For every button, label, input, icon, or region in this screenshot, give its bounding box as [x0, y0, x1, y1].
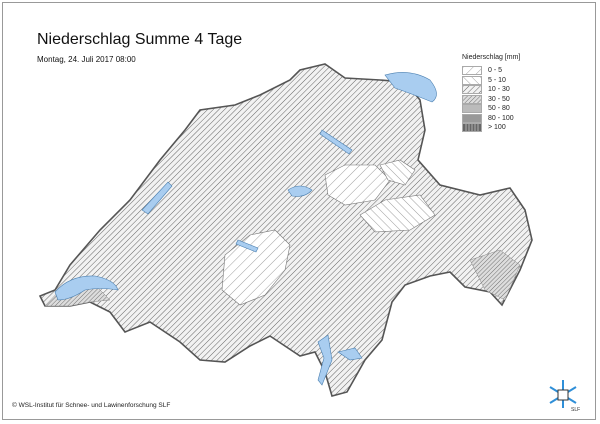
precip-area-5-10 [359, 194, 436, 233]
legend-label: 50 - 80 [488, 105, 510, 113]
legend-label: 80 - 100 [488, 114, 514, 122]
legend-label: 5 - 10 [488, 76, 506, 84]
legend-item: 10 - 30 [462, 85, 520, 95]
legend-swatch [462, 113, 482, 123]
country-outline [38, 63, 533, 397]
legend-swatch [462, 94, 482, 104]
lakes [54, 72, 437, 386]
legend-item: 5 - 10 [462, 75, 520, 86]
timestamp: Montag, 24. Juli 2017 08:00 [37, 55, 136, 64]
lake-thun [235, 239, 259, 253]
copyright: © WSL-Institut für Schnee- und Lawinenfo… [12, 402, 171, 409]
legend: Niederschlag [mm] 0 - 5 5 - 10 10 - 30 3… [462, 54, 520, 133]
lake-geneva [54, 275, 119, 301]
legend-item: 50 - 80 [462, 104, 520, 114]
legend-item: 30 - 50 [462, 94, 520, 105]
svg-text:SLF: SLF [571, 407, 580, 412]
legend-label: 0 - 5 [488, 67, 503, 75]
lake-constance [384, 72, 437, 103]
lake-zurich [319, 129, 353, 155]
lake-neuchatel [141, 181, 173, 215]
precip-area-0-5 [221, 229, 291, 306]
lake-maggiore [317, 334, 333, 386]
legend-label: 10 - 30 [488, 86, 510, 94]
legend-swatch [462, 123, 482, 133]
lake-lucerne [287, 185, 313, 197]
legend-swatch [462, 75, 482, 85]
legend-swatch [462, 85, 482, 95]
legend-swatch [462, 104, 482, 114]
precip-area-0-5 [324, 164, 391, 206]
legend-item: 80 - 100 [462, 113, 520, 124]
switzerland-region [38, 63, 533, 397]
legend-label: 30 - 50 [488, 95, 510, 103]
page-title: Niederschlag Summe 4 Tage [37, 31, 243, 48]
legend-item: > 100 [462, 123, 520, 133]
lake-lugano [337, 347, 363, 361]
slf-snowflake-logo: SLF [549, 380, 580, 412]
legend-title: Niederschlag [mm] [462, 54, 521, 61]
legend-item: 0 - 5 [462, 66, 520, 76]
precip-area-5-10 [379, 159, 416, 186]
legend-swatch [462, 66, 482, 76]
precip-area-30-50 [469, 249, 521, 301]
legend-label: > 100 [488, 124, 506, 132]
page-frame [2, 2, 596, 420]
